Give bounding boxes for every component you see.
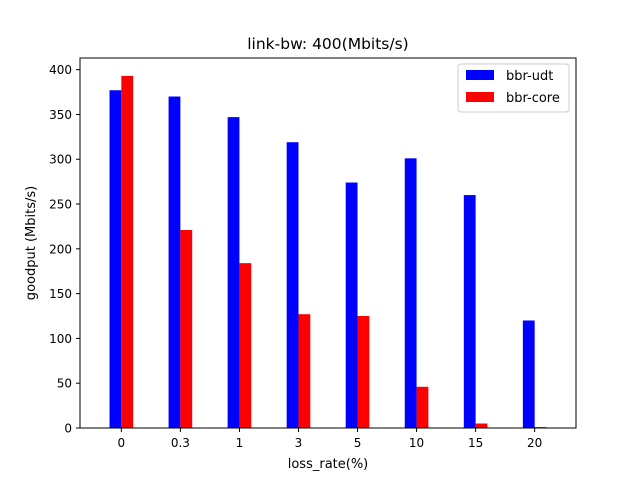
y-tick-label: 300 [49, 153, 72, 167]
bar-bbr-core-5 [357, 316, 370, 428]
y-tick-label: 250 [49, 198, 72, 212]
x-axis-label: loss_rate(%) [288, 457, 369, 472]
plot-frame [79, 57, 577, 429]
y-axis: 0 50 100 150 200 250 300 350 400 [49, 63, 80, 436]
bar-bbr-core-0.3 [180, 230, 193, 428]
x-tick-label: 20 [527, 436, 542, 450]
bar-bbr-udt-15 [463, 195, 476, 428]
y-tick-label: 100 [49, 332, 72, 346]
bar-bbr-udt-20 [522, 320, 535, 428]
x-tick-label: 0.3 [171, 436, 190, 450]
y-tick-label: 200 [49, 242, 72, 256]
bar-bbr-udt-10 [404, 158, 417, 428]
legend-label-bbr-udt: bbr-udt [506, 69, 553, 84]
bar-bbr-core-3 [298, 314, 311, 428]
legend-swatch-bbr-core [466, 92, 494, 102]
x-tick-label: 0 [118, 436, 126, 450]
bar-bbr-core-0 [121, 75, 134, 429]
bar-bbr-udt-3 [286, 142, 299, 428]
y-tick-label: 50 [57, 377, 72, 391]
bar-bbr-udt-5 [345, 182, 358, 428]
legend-swatch-bbr-udt [466, 70, 494, 80]
y-tick-label: 400 [49, 63, 72, 77]
y-tick-label: 150 [49, 287, 72, 301]
bar-bbr-core-15 [475, 423, 488, 428]
bar-bbr-core-10 [416, 386, 429, 428]
x-tick-label: 10 [409, 436, 424, 450]
bars-group [109, 75, 547, 429]
x-tick-label: 1 [236, 436, 244, 450]
legend-label-bbr-core: bbr-core [506, 91, 560, 106]
bar-bbr-udt-0 [109, 90, 122, 428]
y-tick-label: 0 [64, 422, 72, 436]
x-tick-label: 15 [468, 436, 483, 450]
legend: bbr-udt bbr-core [457, 63, 570, 113]
chart-title: link-bw: 400(Mbits/s) [247, 35, 408, 53]
bar-bbr-udt-1 [227, 117, 240, 428]
x-tick-label: 5 [354, 436, 362, 450]
x-axis: 0 0.3 1 3 5 10 15 20 [118, 428, 542, 450]
bar-bbr-udt-0.3 [168, 96, 181, 429]
x-tick-label: 3 [295, 436, 303, 450]
y-axis-label: goodput (Mbits/s) [24, 186, 39, 300]
y-tick-label: 350 [49, 108, 72, 122]
bar-bbr-core-1 [239, 263, 252, 428]
